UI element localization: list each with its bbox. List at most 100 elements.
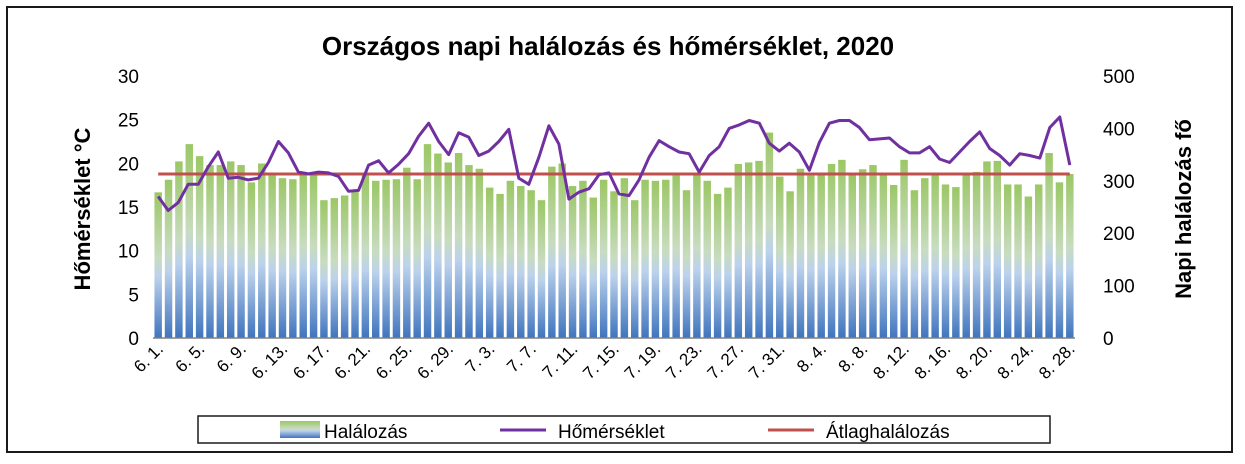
legend-label-temperature: Hőmérséklet — [558, 422, 665, 443]
death-bar — [662, 179, 670, 338]
death-bar — [444, 162, 452, 338]
death-bar — [413, 179, 421, 338]
death-bar — [496, 193, 504, 338]
death-bar — [403, 167, 411, 338]
death-bar — [817, 172, 825, 338]
death-bar — [268, 175, 276, 338]
x-tick-label: 7. 19. — [621, 339, 665, 383]
x-tick-label: 6. 9. — [213, 339, 250, 376]
death-bar — [485, 187, 494, 338]
death-bar — [1045, 153, 1053, 338]
x-tick-label: 6. 29. — [414, 339, 458, 383]
y-left-tick-label: 5 — [128, 285, 139, 306]
x-tick-label: 7. 23. — [662, 339, 706, 383]
death-bar — [879, 172, 888, 338]
death-bar — [838, 159, 846, 338]
death-bar — [724, 187, 732, 338]
death-bar — [423, 144, 432, 338]
x-tick-labels: 6. 1. 6. 5. 6. 9.6. 13.6. 17.6. 21.6. 25.6… — [130, 339, 1078, 383]
x-tick-label: 8. 16. — [911, 339, 955, 383]
death-bar — [910, 190, 919, 338]
y-right-tick-label: 500 — [1103, 67, 1135, 88]
temperature-line — [156, 115, 1072, 212]
death-bar — [776, 176, 784, 338]
death-bar — [289, 179, 297, 338]
death-bar — [537, 200, 546, 338]
legend-label-bars: Halálozás — [324, 422, 407, 443]
death-bar — [827, 164, 836, 338]
chart-title: Országos napi halálozás és hőmérséklet, … — [322, 31, 894, 61]
death-bar — [330, 198, 339, 338]
y-left-tick-label: 0 — [128, 329, 139, 350]
y-left-tick-label: 15 — [118, 198, 139, 219]
death-bar — [672, 175, 680, 338]
death-bar — [175, 161, 183, 338]
legend: Halálozás Hőmérséklet Átlaghalálozás — [197, 415, 1051, 444]
death-bar — [226, 161, 235, 338]
death-bar — [848, 173, 856, 338]
y-right-tick-label: 200 — [1103, 224, 1135, 245]
x-tick-label: 7. 27. — [704, 339, 748, 383]
y-left-tick-label: 20 — [118, 154, 139, 175]
death-bar — [309, 173, 318, 338]
death-bar — [475, 168, 484, 338]
y-right-tick-label: 0 — [1103, 329, 1114, 350]
death-bar — [465, 165, 473, 338]
y-left-ticks: 0 5 10 15 20 25 30 — [118, 67, 139, 350]
death-bar — [921, 178, 929, 338]
death-bars — [154, 132, 1074, 338]
x-tick-label: 7. 7. — [503, 339, 540, 376]
death-bar — [755, 160, 763, 338]
chart-frame: Országos napi halálozás és hőmérséklet, … — [6, 6, 1233, 453]
death-bar — [195, 156, 204, 338]
x-tick-label: 6. 25. — [372, 339, 416, 383]
death-bar — [983, 161, 991, 338]
x-tick-label: 7. 3. — [462, 339, 499, 376]
y-left-tick-label: 30 — [118, 67, 139, 88]
x-tick-label: 6. 17. — [289, 339, 333, 383]
death-bar — [962, 174, 970, 338]
death-bar — [1024, 196, 1033, 338]
legend-label-average: Átlaghalálozás — [826, 422, 950, 443]
x-tick-label: 7. 11. — [539, 339, 582, 382]
death-bar — [517, 186, 525, 338]
death-bar — [1055, 182, 1064, 338]
death-bar — [434, 153, 442, 338]
death-bar — [320, 200, 328, 338]
death-bar — [1035, 184, 1043, 338]
death-bar — [258, 163, 266, 338]
death-bar — [900, 159, 908, 338]
death-bar — [351, 191, 359, 338]
y-right-ticks: 0 100 200 300 400 500 — [1103, 67, 1135, 350]
death-bar — [1003, 184, 1012, 338]
x-tick-label: 8. 12. — [869, 339, 913, 383]
death-bar — [693, 173, 701, 338]
death-bar — [744, 162, 753, 338]
death-bar — [713, 193, 722, 338]
death-bar — [858, 169, 867, 338]
x-tick-label: 6. 13. — [248, 339, 292, 383]
death-bar — [651, 180, 660, 338]
death-bar — [972, 171, 981, 338]
death-bar — [216, 165, 225, 338]
death-bar — [548, 166, 556, 338]
death-bar — [641, 179, 649, 338]
death-bar — [382, 179, 390, 338]
death-bar — [807, 175, 815, 338]
death-bar — [703, 180, 711, 338]
chart-svg: Országos napi halálozás és hőmérséklet, … — [70, 31, 1196, 444]
death-bar — [1014, 184, 1022, 338]
death-bar — [247, 182, 256, 338]
y-left-tick-label: 25 — [118, 111, 139, 132]
y-right-tick-label: 400 — [1103, 119, 1135, 140]
death-bar — [589, 197, 598, 338]
x-tick-label: 7. 15. — [579, 339, 623, 383]
x-tick-label: 8. 8. — [835, 339, 872, 376]
death-bar — [931, 174, 939, 338]
death-bar — [579, 180, 587, 338]
death-bar — [682, 190, 691, 338]
death-bar — [941, 184, 950, 338]
y-right-tick-label: 300 — [1103, 172, 1135, 193]
death-bar — [765, 132, 774, 338]
death-bar — [558, 163, 566, 338]
